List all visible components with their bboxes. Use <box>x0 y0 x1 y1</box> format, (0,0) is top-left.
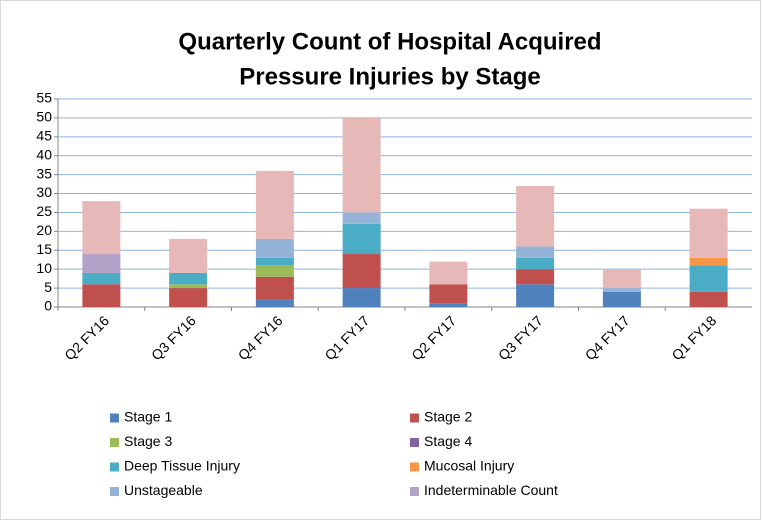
bar-segment <box>342 288 381 307</box>
bar-segment <box>342 212 381 224</box>
bar-segment <box>429 261 468 285</box>
bar-segment <box>516 269 555 285</box>
legend-swatch <box>410 487 419 496</box>
bar-segment <box>429 303 468 307</box>
bar-segment <box>516 257 555 270</box>
y-tick-label: 55 <box>36 90 52 106</box>
y-tick-label: 15 <box>36 241 52 257</box>
legend-swatch <box>110 462 119 472</box>
bar-segment <box>169 284 208 289</box>
y-tick-label: 0 <box>44 298 52 314</box>
bar-segment <box>169 288 208 307</box>
bar-segment <box>602 288 641 292</box>
bar-segment <box>516 284 555 307</box>
bar-segment <box>82 254 121 273</box>
bar-segment <box>169 238 208 273</box>
legend-label: Stage 1 <box>124 409 172 425</box>
bar-segment <box>689 265 728 292</box>
y-tick-label: 10 <box>36 260 52 276</box>
legend-swatch <box>410 413 419 423</box>
bar-segment <box>689 208 728 258</box>
legend-swatch <box>110 438 119 447</box>
bar-segment <box>342 223 381 255</box>
bar-segment <box>255 170 294 239</box>
bar-segment <box>516 185 555 247</box>
y-tick-label: 35 <box>36 165 52 181</box>
bar-segment <box>82 272 121 285</box>
legend-label: Indeterminable Count <box>424 482 558 498</box>
bar-segment <box>602 291 641 307</box>
y-tick-label: 25 <box>36 203 52 219</box>
legend-label: Mucosal Injury <box>424 458 514 474</box>
legend-swatch <box>410 438 419 447</box>
bar-segment <box>82 284 121 307</box>
bar-segment <box>255 238 294 258</box>
y-tick-label: 40 <box>36 146 52 162</box>
bar-segment <box>429 284 468 304</box>
bar-segment <box>255 265 294 277</box>
y-tick-label: 30 <box>36 184 52 200</box>
bar-segment <box>342 117 381 213</box>
legend-label: Stage 2 <box>424 409 472 425</box>
bar-segment <box>516 246 555 258</box>
legend-swatch <box>110 487 119 496</box>
bar-segment <box>255 299 294 307</box>
bar-segment <box>169 272 208 285</box>
legend-label: Unstageable <box>124 482 203 498</box>
bar-segment <box>82 201 121 255</box>
y-tick-label: 5 <box>44 279 52 295</box>
chart-title: Quarterly Count of Hospital Acquired <box>178 28 601 55</box>
legend-swatch <box>410 462 419 472</box>
bar-segment <box>602 269 641 289</box>
bar-segment <box>255 257 294 266</box>
bar-segment <box>689 291 728 307</box>
legend-label: Stage 3 <box>124 433 172 449</box>
y-tick-label: 20 <box>36 222 52 238</box>
y-tick-label: 50 <box>36 109 52 125</box>
bar-segment <box>689 257 728 266</box>
y-tick-label: 45 <box>36 128 52 144</box>
bar-segment <box>342 254 381 289</box>
bar-segment <box>255 276 294 300</box>
legend-label: Stage 4 <box>424 433 472 449</box>
chart-title: Pressure Injuries by Stage <box>239 63 540 90</box>
legend-label: Deep Tissue Injury <box>124 458 240 474</box>
legend-swatch <box>110 413 119 423</box>
